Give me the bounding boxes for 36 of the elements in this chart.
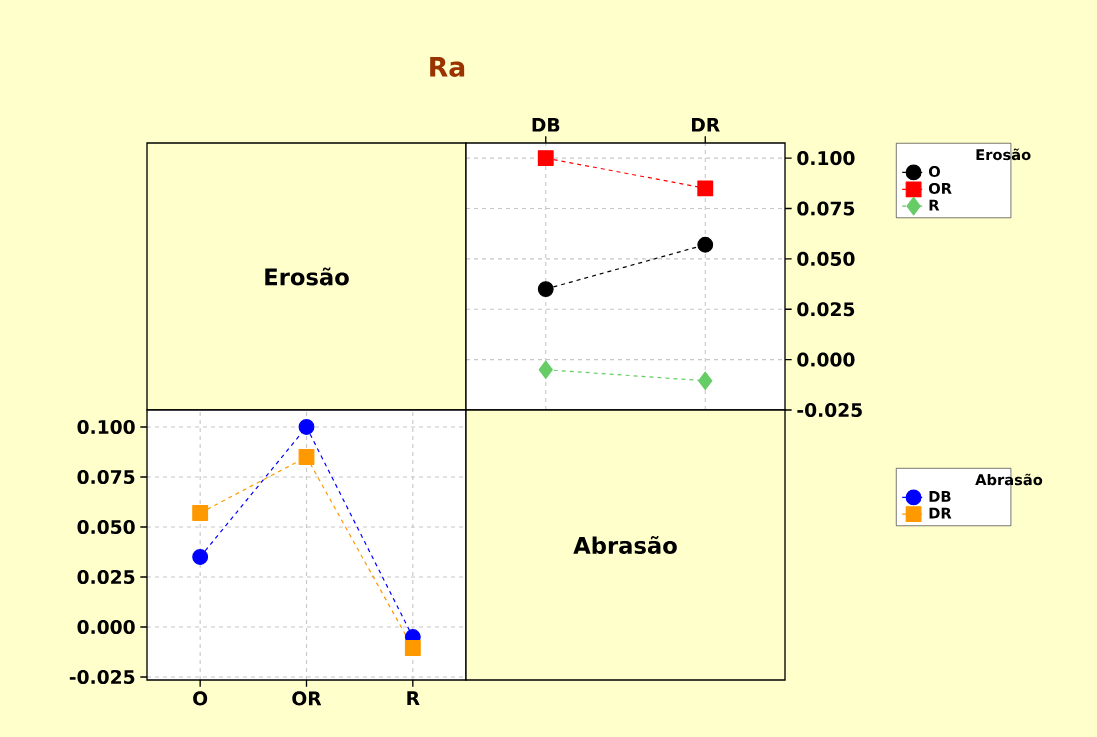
- text: Abrasão: [573, 536, 677, 554]
- legend-label: OR: [928, 182, 952, 194]
- y-tick-label: 0.000: [797, 352, 855, 367]
- text: Erosão: [265, 267, 349, 286]
- x-tick-label: OR: [292, 691, 322, 706]
- point: [697, 180, 714, 197]
- point: [537, 150, 554, 167]
- x-tick-label: O: [193, 691, 208, 706]
- point: [537, 281, 554, 298]
- legend-label: DR: [929, 507, 952, 519]
- y-tick-label: -0.025: [797, 402, 862, 418]
- legend-title: Erosão: [976, 148, 1031, 161]
- y-tick-label: 0.025: [797, 302, 855, 317]
- y-tick-label: 0.075: [797, 201, 855, 216]
- point: [192, 549, 209, 565]
- point: [697, 236, 714, 253]
- y-tick-label: 0.050: [77, 519, 135, 535]
- point: [192, 505, 209, 521]
- legend-label: DB: [929, 491, 951, 502]
- legend-label: O: [928, 166, 940, 178]
- y-tick-label: -0.025: [69, 669, 135, 685]
- y-tick-label: 0.100: [77, 419, 135, 435]
- legend-title: Abrasão: [975, 473, 1043, 486]
- y-tick-label: 0.025: [77, 569, 135, 585]
- y-tick-label: 0.075: [77, 469, 135, 485]
- point: [538, 360, 553, 379]
- point: [698, 371, 713, 391]
- point: [404, 640, 421, 656]
- point: [298, 449, 315, 465]
- text: Ra: [430, 57, 465, 77]
- y-tick-label: 0.100: [797, 151, 855, 166]
- y-tick-label: 0.000: [77, 619, 135, 635]
- point: [298, 419, 315, 435]
- x-tick-label: R: [407, 691, 420, 705]
- legend-label: R: [929, 199, 940, 211]
- y-tick-label: 0.050: [797, 251, 855, 266]
